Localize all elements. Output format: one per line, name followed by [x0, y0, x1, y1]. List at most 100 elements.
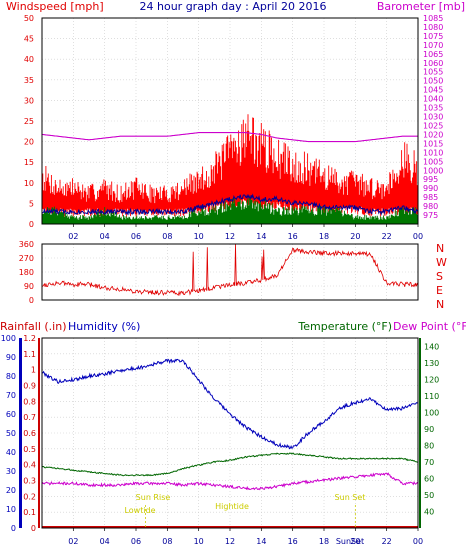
- x-tick-label: 18: [319, 537, 329, 546]
- direction-tick-label: 0: [29, 296, 34, 305]
- temperature-series: [41, 452, 418, 477]
- dewpoint-label: Dew Point (°F): [393, 320, 466, 333]
- direction-letter: E: [436, 284, 443, 297]
- barometer-tick-label: 980: [423, 202, 438, 211]
- rainfall-tick-label: 0.5: [23, 445, 36, 454]
- temperature-tick-label: 120: [424, 375, 439, 384]
- wind-direction-series: [41, 243, 419, 297]
- humidity-label: Humidity (%): [68, 320, 140, 333]
- humidity-tick-label: 10: [6, 505, 16, 514]
- barometer-tick-label: 1070: [423, 41, 443, 50]
- temperature-axis-bar: [419, 338, 421, 528]
- barometer-tick-label: 1010: [423, 148, 443, 157]
- barometer-tick-label: 1005: [423, 157, 443, 166]
- x-tick-label: 12: [225, 232, 235, 241]
- humidity-series: [41, 358, 419, 450]
- windspeed-tick-label: 10: [24, 179, 34, 188]
- direction-plot-frame: [41, 243, 419, 301]
- rainfall-label: Rainfall (.in): [0, 320, 67, 333]
- humidity-tick-label: 50: [6, 429, 16, 438]
- x-tick-label: 08: [162, 232, 172, 241]
- x-tick-label: 22: [382, 232, 392, 241]
- x-tick-label: 16: [288, 232, 298, 241]
- barometer-tick-label: 1045: [423, 86, 443, 95]
- rainfall-tick-label: 1: [31, 366, 36, 375]
- rainfall-tick-label: 0.7: [23, 413, 36, 422]
- x-tick-label: 02: [68, 232, 78, 241]
- barometer-tick-label: 1080: [423, 23, 443, 32]
- windspeed-tick-label: 45: [24, 35, 34, 44]
- barometer-tick-label: 1060: [423, 59, 443, 68]
- humidity-tick-label: 40: [6, 448, 16, 457]
- x-tick-label: 00: [413, 537, 423, 546]
- temperature-tick-label: 130: [424, 359, 439, 368]
- rainfall-tick-label: 0.9: [23, 382, 36, 391]
- humidity-axis-bar: [19, 338, 22, 528]
- rainfall-axis-bar: [38, 338, 40, 528]
- rainfall-tick-label: 0.3: [23, 477, 36, 486]
- temperature-tick-label: 60: [424, 474, 434, 483]
- windspeed-tick-label: 50: [24, 14, 34, 23]
- barometer-tick-label: 1065: [423, 50, 443, 59]
- x-tick-label: 14: [256, 537, 266, 546]
- humidity-tick-label: 20: [6, 486, 16, 495]
- dewpoint-series: [41, 472, 419, 491]
- rainfall-tick-label: 1.1: [23, 350, 36, 359]
- temperature-tick-label: 100: [424, 408, 439, 417]
- humidity-tick-label: 90: [6, 353, 16, 362]
- direction-tick-label: 90: [24, 282, 34, 291]
- direction-tick-label: 360: [19, 240, 34, 249]
- rainfall-tick-label: 0.2: [23, 492, 36, 501]
- direction-letter: S: [436, 270, 443, 283]
- x-tick-label: 10: [194, 537, 204, 546]
- barometer-tick-label: 1000: [423, 166, 443, 175]
- barometer-tick-label: 1050: [423, 77, 443, 86]
- temperature-tick-label: 140: [424, 342, 439, 351]
- sunset-label: Sun Set: [335, 493, 366, 502]
- direction-letter: N: [436, 242, 444, 255]
- barometer-tick-label: 975: [423, 211, 438, 220]
- humidity-tick-label: 60: [6, 410, 16, 419]
- windspeed-tick-label: 5: [29, 199, 34, 208]
- x-tick-label: 06: [131, 232, 141, 241]
- barometer-tick-label: 1035: [423, 104, 443, 113]
- x-tick-label: 14: [256, 232, 266, 241]
- x-tick-label: 18: [319, 232, 329, 241]
- windspeed-tick-label: 0: [29, 220, 34, 229]
- temperature-tick-label: 40: [424, 507, 434, 516]
- x-tick-label: 00: [413, 232, 423, 241]
- windspeed-tick-label: 30: [24, 96, 34, 105]
- rainfall-tick-label: 0.4: [23, 461, 36, 470]
- temperature-tick-label: 80: [424, 441, 434, 450]
- x-tick-label: 12: [225, 537, 235, 546]
- humidity-tick-label: 70: [6, 391, 16, 400]
- lowtide-label: Lowtide: [124, 506, 155, 515]
- x-tick-label: 04: [100, 232, 110, 241]
- direction-letter: W: [436, 256, 447, 269]
- rainfall-tick-label: 0.8: [23, 397, 36, 406]
- temperature-label: Temperature (°F): [297, 320, 392, 333]
- rainfall-tick-label: 1.2: [23, 334, 36, 343]
- temperature-tick-label: 110: [424, 392, 439, 401]
- x-tick-label: 20: [350, 537, 360, 546]
- x-tick-label: 10: [194, 232, 204, 241]
- barometer-tick-label: 1075: [423, 32, 443, 41]
- temperature-tick-label: 50: [424, 491, 434, 500]
- windspeed-tick-label: 25: [24, 117, 34, 126]
- humidity-tick-label: 80: [6, 372, 16, 381]
- barometer-tick-label: 1020: [423, 130, 443, 139]
- x-tick-label: 02: [68, 537, 78, 546]
- windspeed-label: Windspeed [mph]: [6, 0, 104, 13]
- barometer-tick-label: 995: [423, 175, 438, 184]
- direction-letter: N: [436, 298, 444, 311]
- barometer-series: [41, 132, 418, 143]
- windspeed-tick-label: 40: [24, 55, 34, 64]
- barometer-tick-label: 1055: [423, 68, 443, 77]
- x-tick-label: 06: [131, 537, 141, 546]
- hightide-label: Hightide: [215, 502, 249, 511]
- direction-tick-label: 270: [19, 254, 34, 263]
- barometer-tick-label: 1025: [423, 121, 443, 130]
- humidity-tick-label: 30: [6, 467, 16, 476]
- barometer-tick-label: 1015: [423, 139, 443, 148]
